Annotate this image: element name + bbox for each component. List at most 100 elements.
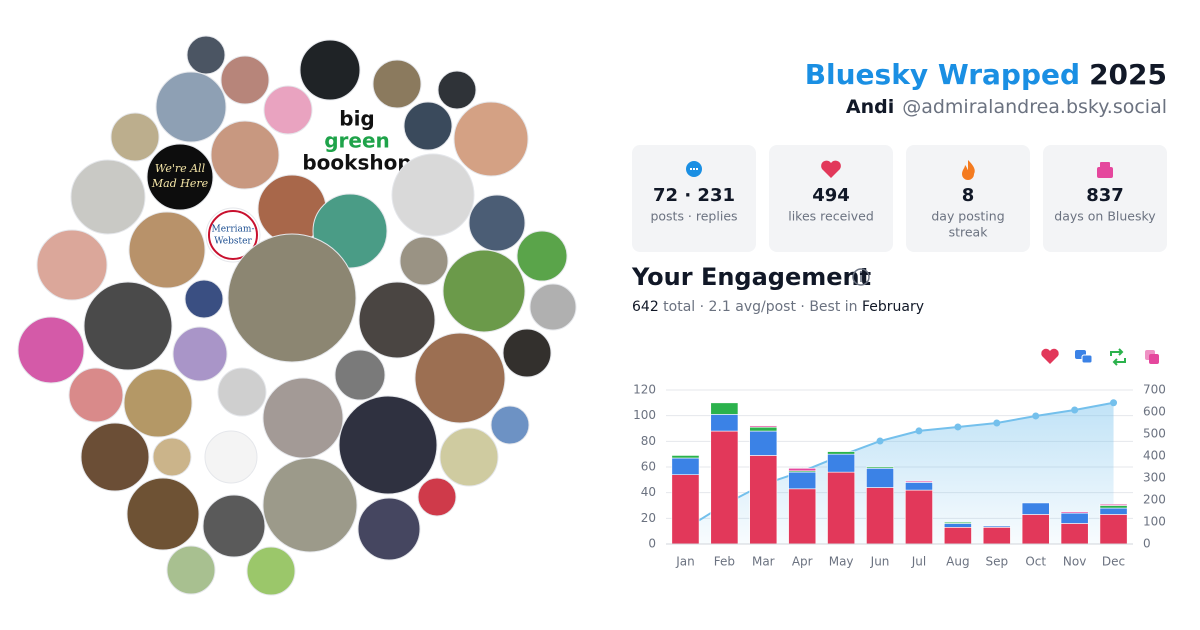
bar-segment	[710, 402, 739, 415]
y-tick-label: 0	[648, 537, 656, 551]
bar-segment	[827, 471, 856, 545]
legend-toggle[interactable]	[1110, 348, 1126, 366]
x-tick-label: Jan	[675, 555, 695, 569]
avatar	[246, 546, 296, 596]
avatar	[36, 229, 108, 301]
legend-toggle[interactable]	[1145, 350, 1159, 364]
bar-segment	[982, 525, 1011, 528]
avatar	[123, 368, 193, 438]
bar-segment	[905, 480, 933, 483]
bar-segment	[905, 489, 933, 545]
avatar	[414, 332, 506, 424]
year: 2025	[1089, 58, 1167, 91]
avatar	[110, 112, 160, 162]
avatar	[210, 120, 280, 190]
avatar	[152, 437, 192, 477]
avatar	[391, 153, 475, 237]
x-tick-label: Sep	[985, 555, 1008, 569]
avatar	[357, 497, 421, 561]
avatar-text: Mad Here	[151, 177, 209, 190]
y2-tick-label: 0	[1143, 537, 1151, 551]
avatar	[262, 457, 358, 553]
stat-card	[906, 145, 1030, 252]
avatar	[299, 39, 361, 101]
bar-segment	[1021, 514, 1050, 545]
avatar-text: Webster	[214, 237, 252, 247]
line-point	[954, 423, 962, 431]
bar-segment	[1099, 505, 1128, 509]
stat-icon	[962, 160, 975, 180]
summary: 642 total · 2.1 avg/post · Best in Febru…	[632, 299, 924, 315]
stat-card	[1043, 145, 1167, 252]
avatar	[262, 377, 344, 459]
stat-label: day posting	[931, 209, 1004, 224]
stat-icon	[1097, 167, 1113, 178]
bar-segment	[749, 426, 778, 432]
line-point	[915, 427, 923, 435]
y-tick-label: 40	[641, 485, 656, 499]
x-tick-label: Jun	[870, 555, 890, 569]
stat-label: posts · replies	[650, 209, 737, 224]
bar-segment	[905, 482, 933, 491]
x-tick-label: Oct	[1025, 555, 1046, 569]
avatar-ring	[208, 210, 258, 260]
bar-segment	[1060, 511, 1089, 514]
avatar	[468, 194, 526, 252]
bar-segment	[1060, 523, 1089, 545]
y-tick-label: 20	[641, 511, 656, 525]
stat-label: likes received	[788, 209, 874, 224]
avatar	[516, 230, 568, 282]
x-tick-label: Feb	[714, 555, 735, 569]
bar-segment	[866, 487, 894, 545]
avatar	[439, 427, 499, 487]
avatar	[334, 349, 386, 401]
avatar	[372, 59, 422, 109]
avatar	[338, 395, 438, 495]
x-tick-label: Jul	[911, 555, 926, 569]
summary-text: total · 2.1 avg/post · Best in	[659, 299, 862, 315]
y2-tick-label: 600	[1143, 405, 1166, 419]
y2-tick-label: 300	[1143, 471, 1166, 485]
legend-icon	[1110, 348, 1126, 366]
stat-card	[769, 145, 893, 252]
avatar-text: bookshop	[302, 151, 411, 175]
bar-segment	[671, 474, 700, 545]
avatar	[217, 367, 267, 417]
stat-value: 837	[1086, 185, 1124, 206]
avatar	[399, 236, 449, 286]
engagement-chart: 0 20 40 60 80 100 120 0 100 200 300 400 500 600 700 Jan…	[633, 348, 1166, 569]
avatar	[442, 249, 526, 333]
user-line: Andi @admiralandrea.bsky.social	[846, 96, 1167, 118]
x-tick-label: Nov	[1063, 555, 1086, 569]
y-tick-label: 120	[633, 383, 656, 397]
bar-segment	[982, 527, 1011, 545]
y2-tick-label: 500	[1143, 427, 1166, 441]
avatar	[186, 35, 226, 75]
bar-segment	[749, 425, 778, 428]
avatar	[263, 85, 313, 135]
line-point	[1071, 406, 1079, 414]
title: Bluesky Wrapped 2025	[805, 58, 1167, 91]
avatar	[202, 494, 266, 558]
user-handle: @admiralandrea.bsky.social	[902, 96, 1167, 118]
legend-toggle[interactable]	[1075, 350, 1093, 364]
y-tick-label: 60	[641, 460, 656, 474]
avatar	[417, 477, 457, 517]
legend-toggle[interactable]	[1041, 348, 1059, 364]
bar-segment	[943, 523, 972, 528]
info-icon[interactable]	[852, 268, 870, 286]
y-tick-label: 80	[641, 434, 656, 448]
avatar	[68, 367, 124, 423]
avatar	[325, 108, 389, 172]
avatar	[184, 279, 224, 319]
avatar	[126, 477, 200, 551]
bar-segment	[671, 457, 700, 475]
user-name: Andi	[846, 96, 894, 118]
avatar	[17, 316, 85, 384]
bar-segment	[943, 521, 972, 524]
y2-tick-label: 100	[1143, 515, 1166, 529]
avatar-text: We're All	[155, 162, 206, 175]
